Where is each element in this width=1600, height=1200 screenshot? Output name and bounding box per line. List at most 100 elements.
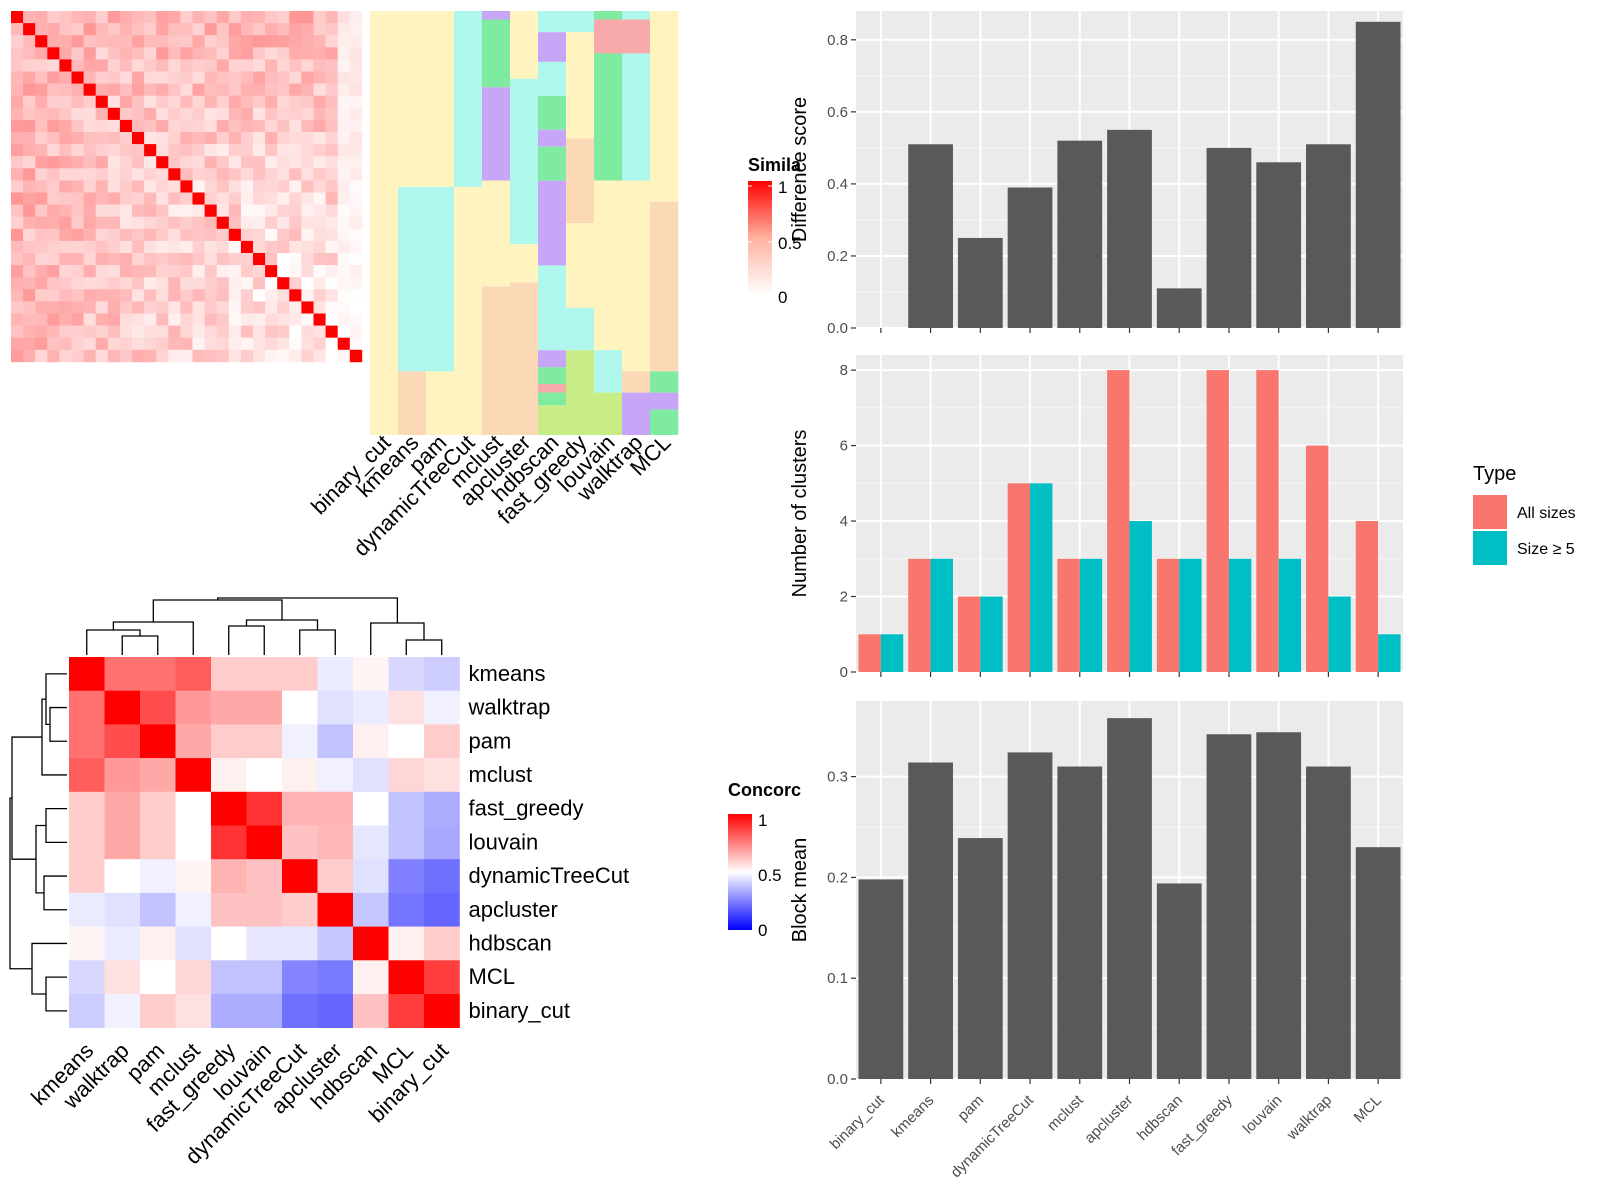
- similarity-cell: [277, 95, 290, 109]
- block-mean-chart: 0.0 0.1 0.2 0.3 Block mean binary_cut kmeans pa…: [789, 701, 1403, 1181]
- cluster-assignment-annotation: [370, 11, 679, 435]
- similarity-cell: [265, 253, 278, 266]
- similarity-cell: [265, 180, 278, 193]
- similarity-cell: [277, 216, 290, 230]
- similarity-cell: [216, 132, 230, 145]
- similarity-cell: [228, 107, 242, 121]
- similarity-cell: [289, 59, 302, 72]
- similarity-cell: [228, 95, 242, 109]
- annotation-cell: [538, 11, 567, 33]
- concordance-heatmap: [69, 657, 460, 1028]
- bar: [1206, 734, 1252, 1079]
- x-tick-label: louvain: [1240, 1092, 1286, 1138]
- similarity-cell: [192, 144, 205, 157]
- similarity-cell: [144, 313, 157, 326]
- similarity-cell: [168, 349, 181, 363]
- similarity-cell: [180, 240, 193, 254]
- similarity-cell: [180, 144, 193, 157]
- similarity-cell: [192, 168, 205, 181]
- concordance-cell: [211, 994, 247, 1028]
- similarity-cell: [71, 107, 84, 121]
- similarity-cell: [71, 71, 84, 84]
- similarity-cell: [301, 168, 314, 181]
- similarity-cell: [301, 23, 314, 36]
- similarity-cell: [47, 168, 60, 181]
- similarity-cell: [337, 35, 351, 48]
- similarity-cell: [313, 132, 326, 145]
- concordance-cell: [104, 690, 141, 725]
- similarity-cell: [71, 132, 84, 145]
- similarity-cell: [253, 313, 266, 326]
- similarity-cell: [216, 95, 230, 109]
- similarity-cell: [47, 23, 60, 36]
- similarity-cell: [216, 23, 230, 36]
- y-tick-label: 2: [840, 589, 848, 606]
- similarity-cell: [216, 313, 230, 326]
- similarity-cell: [156, 35, 169, 48]
- concordance-cell: [388, 825, 425, 860]
- similarity-cell: [228, 349, 242, 363]
- concordance-legend-tick-05: 0.5: [758, 866, 782, 885]
- similarity-cell: [277, 265, 290, 278]
- similarity-cell: [47, 192, 60, 205]
- similarity-cell: [180, 132, 193, 145]
- concordance-cell: [388, 994, 425, 1028]
- similarity-cell: [313, 192, 326, 205]
- similarity-cell: [83, 337, 96, 351]
- similarity-cell: [107, 204, 121, 217]
- similarity-cell: [35, 132, 48, 145]
- similarity-cell: [144, 83, 157, 96]
- similarity-cell: [119, 144, 133, 157]
- similarity-cell: [95, 313, 109, 326]
- similarity-cell: [265, 349, 278, 363]
- similarity-cell: [144, 168, 157, 181]
- similarity-cell: [337, 47, 351, 60]
- similarity-cell: [168, 71, 181, 84]
- similarity-cell: [265, 192, 278, 205]
- similarity-cell: [337, 289, 351, 302]
- concordance-cell: [69, 994, 105, 1028]
- similarity-cell: [253, 107, 266, 121]
- concordance-cell: [388, 758, 425, 793]
- similarity-cell: [180, 204, 193, 217]
- annotation-cell: [650, 11, 679, 202]
- similarity-cell: [240, 132, 254, 145]
- similarity-cell: [35, 156, 48, 169]
- similarity-cell: [95, 337, 109, 351]
- similarity-cell: [325, 349, 338, 363]
- similarity-cell: [83, 240, 96, 254]
- similarity-cell: [228, 192, 242, 205]
- annotation-cell: [482, 11, 511, 20]
- similarity-cell: [313, 337, 326, 351]
- bar: [908, 558, 931, 672]
- annotation-cell: [454, 11, 483, 187]
- similarity-cell: [144, 132, 157, 145]
- similarity-cell: [83, 253, 96, 266]
- similarity-cell: [204, 180, 217, 193]
- similarity-cell: [95, 228, 109, 242]
- similarity-cell: [277, 156, 290, 169]
- similarity-cell: [337, 349, 351, 363]
- similarity-cell: [95, 59, 109, 72]
- similarity-cell: [180, 325, 193, 338]
- dendrogram-branch: [112, 621, 194, 655]
- y-tick-label: 0.4: [827, 176, 848, 193]
- annotation-cell: [566, 11, 595, 33]
- similarity-cell: [289, 228, 302, 242]
- similarity-cell: [216, 240, 230, 254]
- concordance-cell: [317, 859, 354, 894]
- similarity-cell: [59, 313, 72, 326]
- similarity-cell: [289, 23, 302, 36]
- similarity-legend-title: Simila: [748, 155, 802, 175]
- concordance-cell: [388, 960, 425, 995]
- similarity-cell: [277, 289, 290, 302]
- similarity-cell: [253, 95, 266, 109]
- similarity-cell: [240, 240, 254, 254]
- annotation-cell: [594, 180, 623, 351]
- concordance-cell: [104, 724, 141, 759]
- similarity-cell: [325, 204, 338, 217]
- concordance-cell: [317, 960, 354, 995]
- bar: [957, 838, 1003, 1079]
- similarity-cell: [313, 253, 326, 266]
- similarity-cell: [180, 83, 193, 96]
